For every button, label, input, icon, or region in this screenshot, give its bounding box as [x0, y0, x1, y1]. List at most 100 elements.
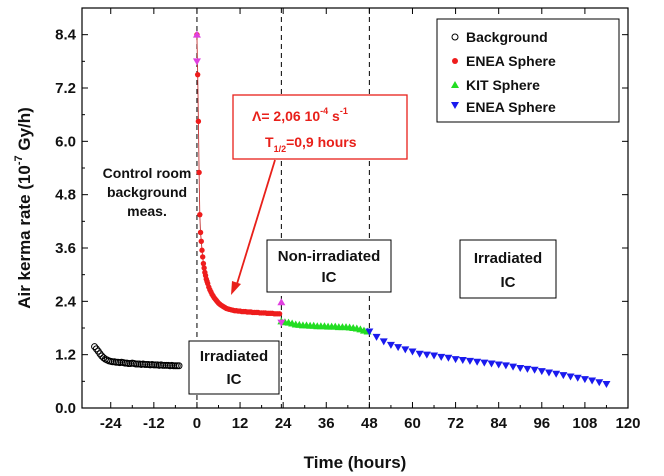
data-point	[194, 71, 201, 78]
non-irradiated-line2: IC	[322, 269, 337, 286]
y-axis-title: Air kerma rate (10-7 Gy/h)	[13, 107, 34, 309]
data-point	[480, 359, 489, 367]
data-point	[530, 366, 539, 374]
lambda-prefix: Λ= 2,06 10	[252, 108, 320, 124]
legend-marker-background	[451, 33, 459, 41]
x-tick-label: 120	[615, 415, 640, 432]
control-room-line1: Control room	[103, 165, 192, 181]
data-point	[516, 365, 525, 372]
data-point	[458, 357, 467, 364]
data-point	[175, 362, 183, 370]
x-tick-label: 108	[572, 415, 597, 432]
legend: Background ENEA Sphere KIT Sphere ENEA S…	[436, 18, 620, 123]
data-point	[559, 372, 568, 380]
annotation-irradiated-left: Irradiated IC	[188, 340, 280, 395]
data-point	[394, 344, 403, 352]
legend-label-enea-sphere-2: ENEA Sphere	[466, 99, 556, 115]
irradiated-right-line2: IC	[501, 274, 516, 291]
legend-marker-enea-sphere	[452, 58, 458, 64]
data-point	[444, 354, 453, 362]
magenta-markers	[192, 30, 286, 327]
legend-marker-enea-sphere-2	[451, 102, 459, 109]
data-point	[401, 346, 410, 354]
highlight-marker	[192, 30, 201, 38]
legend-label-kit-sphere: KIT Sphere	[466, 77, 540, 93]
series-layer	[91, 31, 611, 388]
non-irradiated-line1: Non-irradiated	[278, 248, 381, 265]
lambda-text: Λ= 2,06 10-4 s-1	[252, 106, 348, 124]
data-point	[509, 363, 518, 371]
x-tick-label: 36	[318, 415, 335, 432]
highlight-marker	[277, 298, 286, 306]
y-tick-label: 0.0	[55, 400, 76, 417]
x-tick-label: 84	[490, 415, 507, 432]
x-tick-label: 48	[361, 415, 378, 432]
half-life-sub: 1/2	[274, 144, 287, 154]
data-point	[199, 247, 205, 253]
x-tick-label: 60	[404, 415, 421, 432]
y-tick-label: 3.6	[55, 240, 76, 257]
half-life-prefix: T	[265, 134, 274, 150]
data-point	[501, 362, 510, 370]
data-point	[473, 358, 482, 366]
highlight-marker	[192, 58, 201, 66]
irradiated-right-line1: Irradiated	[474, 250, 542, 267]
data-point	[379, 338, 388, 346]
data-point	[276, 311, 283, 317]
x-tick-label: -12	[143, 415, 165, 432]
data-point	[573, 374, 582, 382]
x-tick-label: 12	[232, 415, 249, 432]
data-point	[580, 376, 589, 384]
data-point	[372, 333, 381, 341]
data-point	[199, 254, 206, 260]
data-point	[552, 370, 561, 378]
data-point	[92, 345, 100, 353]
data-point	[196, 169, 202, 176]
data-point	[544, 369, 553, 377]
annotation-non-irradiated: Non-irradiated IC	[266, 239, 392, 293]
data-point	[523, 365, 532, 373]
control-room-line3: meas.	[127, 203, 167, 219]
irradiated-left-line2: IC	[227, 371, 242, 388]
half-life-value: =0,9 hours	[286, 134, 357, 150]
legend-marker-kit-sphere	[451, 81, 459, 88]
data-point	[465, 357, 474, 365]
y-tick-label: 1.2	[55, 347, 76, 364]
y-tick-label: 4.8	[55, 187, 76, 204]
data-point	[197, 229, 204, 236]
data-point	[195, 118, 202, 125]
data-point	[408, 348, 417, 356]
data-point	[537, 368, 546, 376]
plot-frame	[81, 7, 629, 409]
y-axis-title-exp: -7	[13, 155, 25, 165]
annotation-fit-parameters: Λ= 2,06 10-4 s-1 T1/2=0,9 hours	[231, 94, 408, 295]
lambda-unit: s	[328, 108, 340, 124]
data-point	[96, 350, 104, 358]
data-point	[200, 260, 207, 267]
lambda-unit-exp: -1	[340, 106, 348, 116]
y-axis-ticks: 0.0 1.2 2.4 3.6 4.8 6.0 7.2 8.4	[55, 27, 628, 417]
data-point	[100, 354, 108, 362]
data-point	[386, 341, 395, 349]
data-point	[365, 328, 374, 336]
legend-label-background: Background	[466, 29, 548, 45]
x-tick-label: 96	[533, 415, 550, 432]
highlight-marker	[277, 319, 286, 327]
legend-label-enea-sphere: ENEA Sphere	[466, 53, 556, 69]
data-point	[430, 352, 439, 360]
annotation-arrow-head	[231, 281, 241, 295]
y-tick-label: 7.2	[55, 80, 76, 97]
lambda-exp: -4	[320, 106, 328, 116]
data-point	[198, 238, 204, 245]
x-axis-ticks: -24 -12 0 12 24 36 48 60 72 84 96 108 120	[100, 8, 641, 432]
data-point	[588, 377, 597, 385]
y-tick-label: 6.0	[55, 133, 76, 150]
data-point	[415, 350, 424, 358]
control-room-line2: background	[107, 184, 187, 200]
annotation-irradiated-right: Irradiated IC	[459, 239, 557, 299]
x-tick-label: 24	[275, 415, 292, 432]
data-point	[487, 360, 496, 368]
data-point	[494, 361, 503, 369]
data-point	[201, 265, 207, 271]
